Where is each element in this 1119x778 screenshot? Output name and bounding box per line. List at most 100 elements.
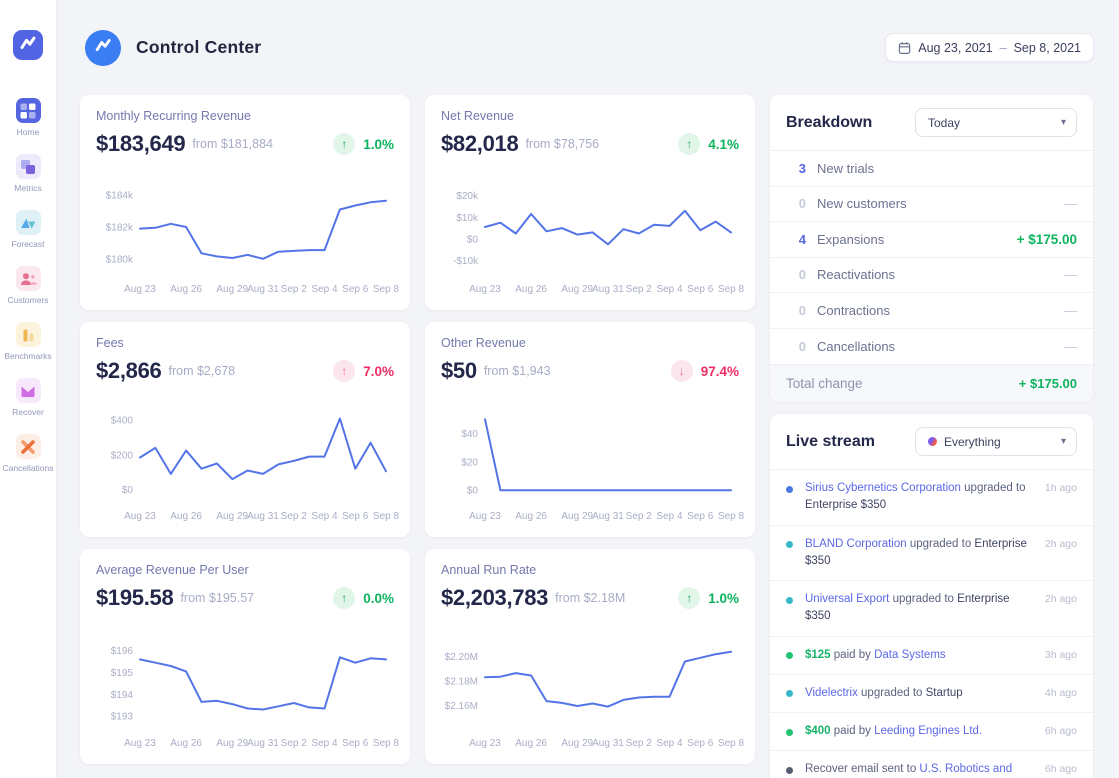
breakdown-row-cancellations: 0 Cancellations — xyxy=(770,329,1093,365)
x-axis-tick: Aug 31 xyxy=(247,511,279,522)
sidebar-item-label: Forecast xyxy=(11,239,45,249)
event-text: $400 paid by Leeding Engines Ltd. xyxy=(805,725,982,737)
x-axis-tick: Aug 31 xyxy=(592,738,624,749)
metric-card-title: Annual Run Rate xyxy=(441,563,537,577)
x-axis-tick: Aug 23 xyxy=(469,284,501,295)
event-customer-link[interactable]: Sirius Cybernetics Corporation xyxy=(805,482,961,494)
metric-card-title: Net Revenue xyxy=(441,109,514,123)
sidebar-item-label: Customers xyxy=(7,295,49,305)
metric-card-annual-run-rate[interactable]: Annual Run Rate $2,203,783 from $2.18M ↑ 1.0… xyxy=(425,549,755,764)
breakdown-count: 0 xyxy=(798,267,806,283)
live-stream-event: Recover email sent to U.S. Robotics and … xyxy=(770,751,1093,778)
breakdown-label: New customers xyxy=(817,196,907,212)
breakdown-row-new-trials: 3 New trials xyxy=(770,151,1093,187)
metric-value-row: $183,649 from $181,884 ↑ 1.0% xyxy=(96,131,394,157)
customers-people-icon xyxy=(15,266,41,291)
breakdown-period-select[interactable]: Today ▾ xyxy=(915,108,1077,137)
date-range-end: Sep 8, 2021 xyxy=(1013,40,1081,55)
breakdown-label: New trials xyxy=(817,160,875,176)
x-axis-tick: Sep 4 xyxy=(656,738,683,749)
breakdown-amount: — xyxy=(1064,302,1077,318)
event-text: $125 paid by Data Systems xyxy=(805,649,946,661)
chart-line xyxy=(139,656,387,711)
event-customer-link[interactable]: Data Systems xyxy=(874,648,946,661)
x-axis-tick: Sep 8 xyxy=(718,284,745,295)
metric-change-badge: ↑ 0.0% xyxy=(333,587,394,609)
x-axis-tick: Sep 6 xyxy=(342,738,369,749)
y-axis-tick: $0 xyxy=(467,234,479,245)
metric-card-other-revenue[interactable]: Other Revenue $50 from $1,943 ↓ 97.4% $40 $20 $… xyxy=(425,322,755,537)
sidebar-item-customers[interactable]: Customers xyxy=(2,266,53,305)
sidebar-item-metrics[interactable]: Metrics xyxy=(2,154,53,193)
event-dot-icon xyxy=(786,652,793,659)
metric-card-monthly-recurring-revenue[interactable]: Monthly Recurring Revenue $183,649 from $1… xyxy=(80,95,410,310)
breakdown-amount: + $175.00 xyxy=(1016,231,1077,247)
x-axis-tick: Sep 4 xyxy=(656,511,683,522)
metric-change-percent: 1.0% xyxy=(363,136,394,152)
event-text-segment: $125 xyxy=(805,648,831,661)
live-stream-filter-value: Everything xyxy=(944,434,1001,449)
sidebar-item-forecast[interactable]: Forecast xyxy=(2,210,53,249)
metric-value-row: $2,866 from $2,678 ↑ 7.0% xyxy=(96,358,394,384)
metric-change-badge: ↑ 4.1% xyxy=(678,133,739,155)
metric-value: $50 xyxy=(441,358,477,383)
event-customer-link[interactable]: Videlectrix xyxy=(805,686,858,699)
event-timestamp: 6h ago xyxy=(1044,763,1077,776)
workspace-logo[interactable] xyxy=(85,29,121,66)
event-customer-link[interactable]: Leeding Engines Ltd. xyxy=(874,725,983,737)
x-axis-tick: Sep 4 xyxy=(311,738,338,749)
event-text: Sirius Cybernetics Corporation upgraded … xyxy=(805,482,1026,511)
date-range-picker[interactable]: Aug 23, 2021 – Sep 8, 2021 xyxy=(885,33,1094,62)
breakdown-total-row: Total change + $175.00 xyxy=(770,364,1093,402)
event-text: BLAND Corporation upgraded to Enterprise… xyxy=(805,538,1027,567)
breakdown-count: 0 xyxy=(798,196,806,212)
sidebar-item-cancellations[interactable]: Cancellations xyxy=(2,434,54,473)
x-axis-tick: Sep 6 xyxy=(342,284,369,295)
x-axis-tick: Sep 6 xyxy=(342,511,369,522)
breakdown-row-new-customers: 0 New customers — xyxy=(770,187,1093,222)
metric-change-badge: ↓ 97.4% xyxy=(670,360,739,382)
event-timestamp: 6h ago xyxy=(1044,725,1077,737)
y-axis-tick: $10k xyxy=(456,213,479,224)
x-axis-tick: Sep 2 xyxy=(281,738,308,749)
event-text-segment: Enterprise $350 xyxy=(805,537,1027,567)
y-axis-tick: $40 xyxy=(461,429,478,440)
metric-previous-value: from $2.18M xyxy=(555,591,626,605)
x-axis-tick: Aug 23 xyxy=(124,738,156,749)
chart-line xyxy=(139,199,387,260)
app-logo[interactable] xyxy=(13,30,43,60)
live-stream-list: Sirius Cybernetics Corporation upgraded … xyxy=(770,470,1093,778)
event-text: Universal Export upgraded to Enterprise … xyxy=(805,593,1010,622)
home-grid-icon xyxy=(15,98,41,123)
metric-card-net-revenue[interactable]: Net Revenue $82,018 from $78,756 ↑ 4.1% $20k $… xyxy=(425,95,755,310)
sidebar-item-label: Metrics xyxy=(14,183,42,193)
x-axis-tick: Sep 2 xyxy=(626,738,653,749)
metric-change-badge: ↑ 7.0% xyxy=(333,360,394,382)
metric-card-average-revenue-per-user[interactable]: Average Revenue Per User $195.58 from $195… xyxy=(80,549,410,764)
x-axis-tick: Sep 8 xyxy=(373,511,400,522)
breakdown-header: Breakdown Today ▾ xyxy=(770,95,1093,151)
live-stream-filter-select[interactable]: Everything ▾ xyxy=(915,427,1077,456)
metric-card-fees[interactable]: Fees $2,866 from $2,678 ↑ 7.0% $400 $200 $0 Aug … xyxy=(80,322,410,537)
sidebar: Home Metrics Forecast Customers Benchmarks Re… xyxy=(0,0,57,778)
x-axis-tick: Aug 23 xyxy=(469,738,501,749)
x-axis-tick: Aug 29 xyxy=(216,284,248,295)
calendar-icon xyxy=(898,41,911,55)
everything-filter-icon xyxy=(928,437,937,446)
breakdown-label: Cancellations xyxy=(817,338,896,354)
sidebar-item-label: Recover xyxy=(12,407,44,417)
x-axis-tick: Aug 31 xyxy=(247,284,279,295)
event-customer-link[interactable]: U.S. Robotics and Mechanical Men xyxy=(919,763,1013,776)
breakdown-amount: — xyxy=(1064,267,1077,283)
metric-change-badge: ↑ 1.0% xyxy=(333,133,394,155)
metric-value-row: $195.58 from $195.57 ↑ 0.0% xyxy=(96,585,394,611)
event-customer-link[interactable]: BLAND Corporation xyxy=(805,537,907,550)
event-text: Videlectrix upgraded to Startup xyxy=(805,687,963,699)
metrics-squares-icon xyxy=(15,154,41,179)
sidebar-item-home[interactable]: Home xyxy=(2,98,53,137)
event-timestamp: 2h ago xyxy=(1044,537,1077,550)
event-customer-link[interactable]: Universal Export xyxy=(805,593,890,605)
sidebar-item-benchmarks[interactable]: Benchmarks xyxy=(2,322,53,361)
sidebar-item-recover[interactable]: Recover xyxy=(2,378,53,417)
